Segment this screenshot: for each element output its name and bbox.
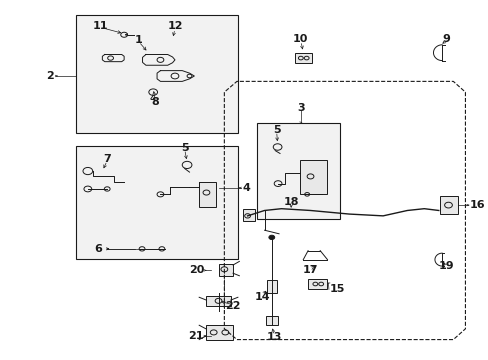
Text: 16: 16	[468, 200, 484, 210]
Polygon shape	[265, 316, 277, 325]
Polygon shape	[199, 182, 216, 207]
Circle shape	[268, 235, 274, 239]
Text: 6: 6	[94, 244, 102, 254]
Polygon shape	[299, 160, 326, 194]
Text: 10: 10	[293, 35, 308, 44]
Text: 21: 21	[188, 331, 203, 341]
Text: 8: 8	[151, 97, 159, 107]
Text: 4: 4	[242, 183, 250, 193]
Text: 5: 5	[181, 143, 188, 153]
Text: 5: 5	[272, 125, 280, 135]
Text: 9: 9	[441, 35, 449, 44]
Text: 1: 1	[135, 35, 142, 45]
Polygon shape	[218, 264, 233, 276]
Text: 18: 18	[283, 197, 298, 207]
Text: 3: 3	[296, 103, 304, 113]
Polygon shape	[205, 324, 233, 340]
Text: 13: 13	[266, 332, 281, 342]
Text: 12: 12	[167, 21, 183, 31]
Polygon shape	[439, 196, 457, 214]
Text: 19: 19	[437, 261, 453, 271]
Polygon shape	[76, 15, 238, 134]
Text: 7: 7	[103, 154, 111, 164]
Polygon shape	[307, 279, 327, 289]
Text: 11: 11	[92, 21, 107, 31]
Polygon shape	[242, 209, 254, 221]
Text: 2: 2	[46, 71, 54, 81]
Text: 17: 17	[302, 265, 318, 275]
Text: 20: 20	[188, 265, 203, 275]
Polygon shape	[266, 280, 276, 293]
Text: 15: 15	[329, 284, 345, 294]
Polygon shape	[206, 296, 230, 306]
Polygon shape	[257, 123, 339, 220]
Polygon shape	[76, 146, 238, 259]
Text: 14: 14	[254, 292, 269, 302]
Polygon shape	[294, 53, 311, 63]
Text: 22: 22	[225, 301, 240, 311]
